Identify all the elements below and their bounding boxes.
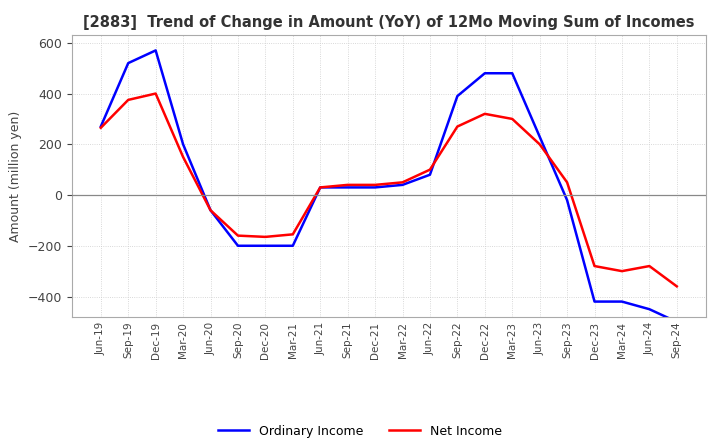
Y-axis label: Amount (million yen): Amount (million yen) <box>9 110 22 242</box>
Net Income <box>124 97 132 103</box>
Net Income <box>618 268 626 274</box>
Ordinary Income <box>426 172 434 177</box>
Line: Net Income: Net Income <box>101 94 677 286</box>
Ordinary Income <box>206 208 215 213</box>
Net Income <box>96 125 105 130</box>
Ordinary Income <box>672 319 681 325</box>
Ordinary Income <box>233 243 242 249</box>
Ordinary Income <box>508 70 516 76</box>
Net Income <box>151 91 160 96</box>
Net Income <box>179 154 187 160</box>
Line: Ordinary Income: Ordinary Income <box>101 51 677 322</box>
Net Income <box>316 185 325 190</box>
Ordinary Income <box>289 243 297 249</box>
Ordinary Income <box>645 307 654 312</box>
Ordinary Income <box>618 299 626 304</box>
Net Income <box>563 180 572 185</box>
Ordinary Income <box>261 243 270 249</box>
Net Income <box>343 182 352 187</box>
Ordinary Income <box>151 48 160 53</box>
Net Income <box>590 264 599 269</box>
Net Income <box>508 116 516 121</box>
Net Income <box>233 233 242 238</box>
Ordinary Income <box>563 198 572 203</box>
Ordinary Income <box>124 60 132 66</box>
Ordinary Income <box>179 142 187 147</box>
Net Income <box>398 180 407 185</box>
Net Income <box>480 111 489 117</box>
Net Income <box>261 234 270 239</box>
Net Income <box>371 182 379 187</box>
Net Income <box>289 232 297 237</box>
Ordinary Income <box>343 185 352 190</box>
Net Income <box>645 264 654 269</box>
Net Income <box>453 124 462 129</box>
Net Income <box>672 284 681 289</box>
Legend: Ordinary Income, Net Income: Ordinary Income, Net Income <box>213 420 507 440</box>
Ordinary Income <box>371 185 379 190</box>
Ordinary Income <box>536 134 544 139</box>
Net Income <box>536 142 544 147</box>
Net Income <box>206 208 215 213</box>
Net Income <box>426 167 434 172</box>
Ordinary Income <box>590 299 599 304</box>
Ordinary Income <box>316 185 325 190</box>
Ordinary Income <box>96 124 105 129</box>
Ordinary Income <box>453 93 462 99</box>
Ordinary Income <box>480 70 489 76</box>
Ordinary Income <box>398 182 407 187</box>
Title: [2883]  Trend of Change in Amount (YoY) of 12Mo Moving Sum of Incomes: [2883] Trend of Change in Amount (YoY) o… <box>83 15 695 30</box>
